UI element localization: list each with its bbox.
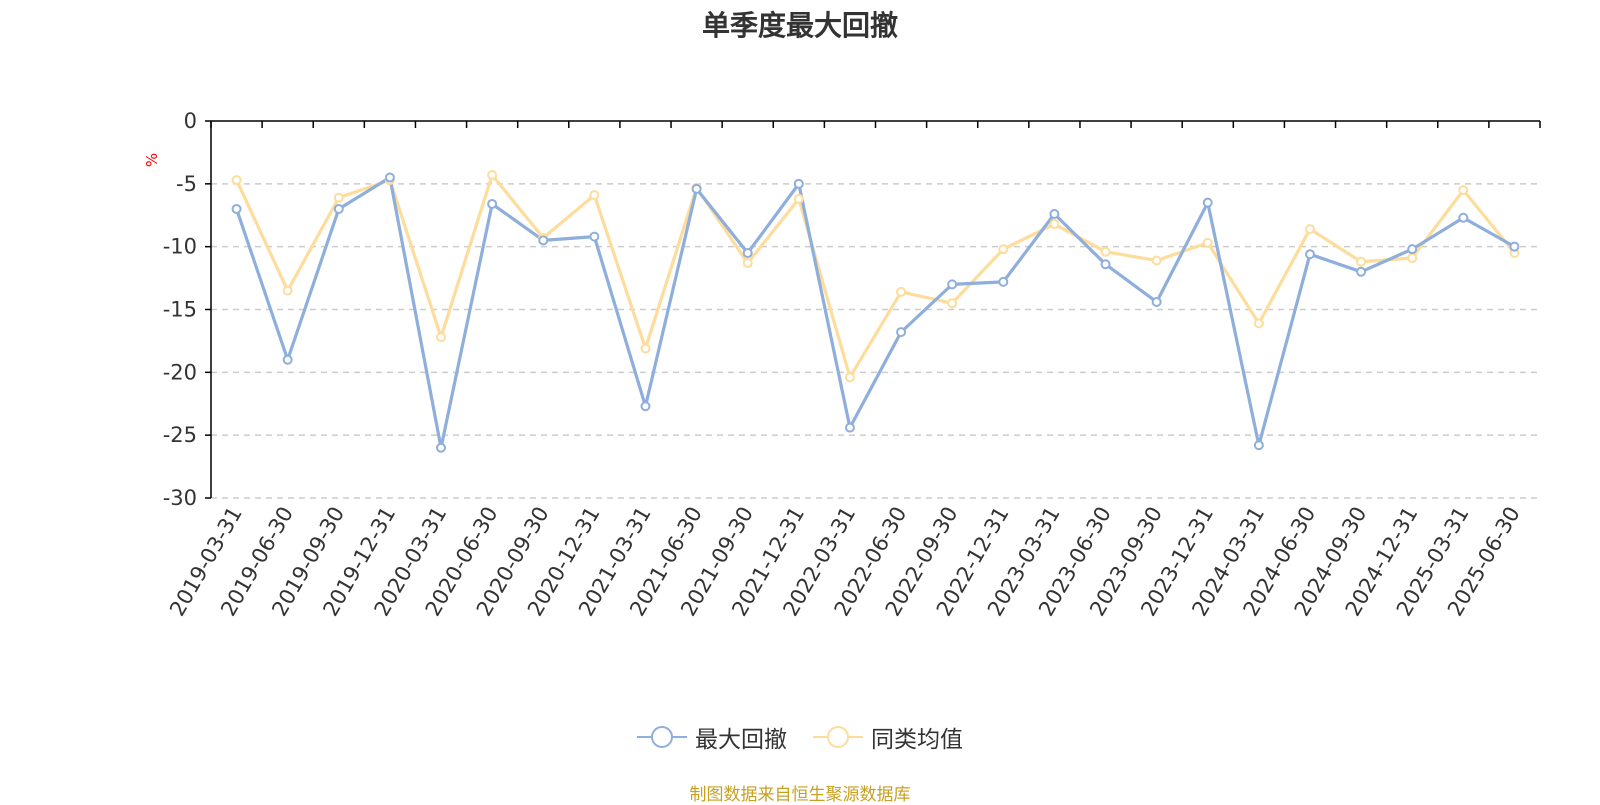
data-point: [1407, 252, 1418, 263]
data-point: [947, 298, 958, 309]
axes: [205, 120, 1541, 499]
chart-title: 单季度最大回撤: [701, 9, 898, 42]
data-point: [1151, 296, 1162, 307]
data-point: [1151, 255, 1162, 266]
data-point: [793, 178, 804, 189]
y-tick-label: -15: [163, 298, 197, 322]
data-point: [742, 258, 753, 269]
legend-label: 最大回撤: [695, 727, 787, 753]
legend-item-max-drawdown[interactable]: 最大回撤: [637, 720, 787, 754]
y-tick-label: 0: [184, 109, 197, 133]
data-point: [640, 343, 651, 354]
line-chart: 0-5-10-15-20-25-302019-03-312019-06-3020…: [143, 109, 1541, 620]
data-point: [1356, 256, 1367, 267]
data-point: [742, 247, 753, 258]
data-point: [384, 172, 395, 183]
legend-circle-marker-icon: [637, 726, 687, 748]
series-line: [235, 173, 1516, 379]
data-point: [231, 203, 242, 214]
y-tick-label: -25: [163, 423, 197, 447]
data-point: [231, 175, 242, 186]
data-point: [1509, 241, 1520, 252]
grid-lines: [211, 183, 1540, 499]
tick-labels: 0-5-10-15-20-25-302019-03-312019-06-3020…: [163, 109, 1525, 620]
y-tick-label: -20: [163, 360, 197, 384]
y-tick-label: -5: [176, 172, 197, 196]
data-point: [1253, 440, 1264, 451]
data-point: [947, 279, 958, 290]
data-point: [436, 442, 447, 453]
data-point: [844, 422, 855, 433]
data-point: [896, 286, 907, 297]
y-tick-label: -10: [163, 235, 197, 259]
data-point: [589, 231, 600, 242]
data-point: [1100, 246, 1111, 257]
series-line: [235, 175, 1516, 450]
data-point: [1202, 197, 1213, 208]
data-point: [640, 401, 651, 412]
data-point: [691, 183, 702, 194]
legend-item-peer-average[interactable]: 同类均值: [813, 720, 963, 754]
y-axis-unit-label: %: [143, 153, 161, 167]
legend: 最大回撤 同类均值: [0, 720, 1600, 754]
data-point: [589, 190, 600, 201]
data-point: [998, 276, 1009, 287]
data-point: [896, 327, 907, 338]
data-point: [1304, 249, 1315, 260]
series-layer: [231, 170, 1520, 453]
legend-label: 同类均值: [871, 727, 963, 753]
data-point: [1202, 237, 1213, 248]
data-point: [282, 354, 293, 365]
data-point: [1458, 185, 1469, 196]
legend-circle-marker-icon: [813, 726, 863, 748]
data-point: [538, 235, 549, 246]
data-point: [1049, 219, 1060, 230]
data-point: [1356, 266, 1367, 277]
data-point: [1407, 244, 1418, 255]
data-point: [487, 170, 498, 181]
data-point: [487, 198, 498, 209]
data-point: [436, 332, 447, 343]
data-point: [1304, 224, 1315, 235]
data-point: [844, 372, 855, 383]
data-point: [1458, 212, 1469, 223]
data-point: [282, 285, 293, 296]
data-point: [1100, 259, 1111, 270]
y-tick-label: -30: [163, 486, 197, 510]
data-point: [333, 192, 344, 203]
data-point: [1253, 318, 1264, 329]
data-point: [998, 244, 1009, 255]
data-point: [1049, 208, 1060, 219]
data-point: [333, 203, 344, 214]
data-source-note: 制图数据来自恒生聚源数据库: [689, 785, 911, 805]
data-point: [793, 193, 804, 204]
